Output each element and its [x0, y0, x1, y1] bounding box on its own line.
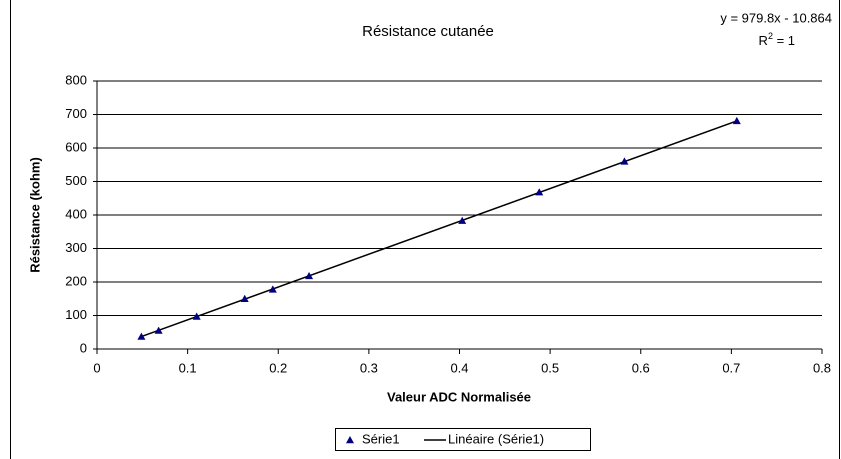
- data-point: [268, 285, 277, 293]
- x-tick-label: 0.2: [269, 360, 287, 375]
- y-tick-label: 600: [65, 139, 87, 154]
- y-tick-label: 800: [65, 72, 87, 87]
- chart-title: Résistance cutanée: [362, 23, 494, 40]
- r-squared-base: R: [759, 33, 768, 48]
- trendline-equation: y = 979.8x - 10.864: [720, 10, 832, 25]
- x-tick-label: 0.6: [632, 360, 650, 375]
- data-point: [305, 271, 314, 280]
- y-tick-label: 300: [65, 240, 87, 255]
- data-point: [458, 216, 467, 224]
- data-point: [240, 294, 249, 302]
- x-tick-label: 0.3: [360, 360, 378, 375]
- data-point: [192, 312, 201, 320]
- data-point: [732, 116, 741, 125]
- x-axis-title: Valeur ADC Normalisée: [387, 389, 531, 404]
- x-tick-label: 0.8: [813, 360, 831, 375]
- y-tick-label: 400: [65, 206, 87, 221]
- y-axis-title: Résistance (kohm): [27, 157, 42, 273]
- y-tick-label: 0: [80, 340, 87, 355]
- x-tick-label: 0.7: [722, 360, 740, 375]
- x-tick-label: 0.1: [179, 360, 197, 375]
- y-tick-label: 200: [65, 273, 87, 288]
- r-squared-rest: = 1: [773, 33, 795, 48]
- legend: [335, 428, 591, 451]
- y-tick-label: 500: [65, 173, 87, 188]
- data-point: [620, 157, 629, 165]
- legend-label: Série1: [362, 431, 400, 446]
- legend-label: Linéaire (Série1): [448, 431, 544, 446]
- data-point: [137, 332, 146, 340]
- legend-marker: [346, 436, 354, 444]
- r-squared-sup: 2: [768, 31, 773, 41]
- x-tick-label: 0.4: [450, 360, 468, 375]
- x-tick-label: 0: [93, 360, 100, 375]
- y-tick-label: 100: [65, 307, 87, 322]
- data-point: [535, 188, 544, 196]
- y-tick-label: 700: [65, 106, 87, 121]
- r-squared: R2 = 1: [759, 31, 795, 48]
- data-point: [154, 326, 163, 334]
- trendline: [141, 120, 738, 338]
- chart-border: [10, 0, 840, 459]
- x-tick-label: 0.5: [541, 360, 559, 375]
